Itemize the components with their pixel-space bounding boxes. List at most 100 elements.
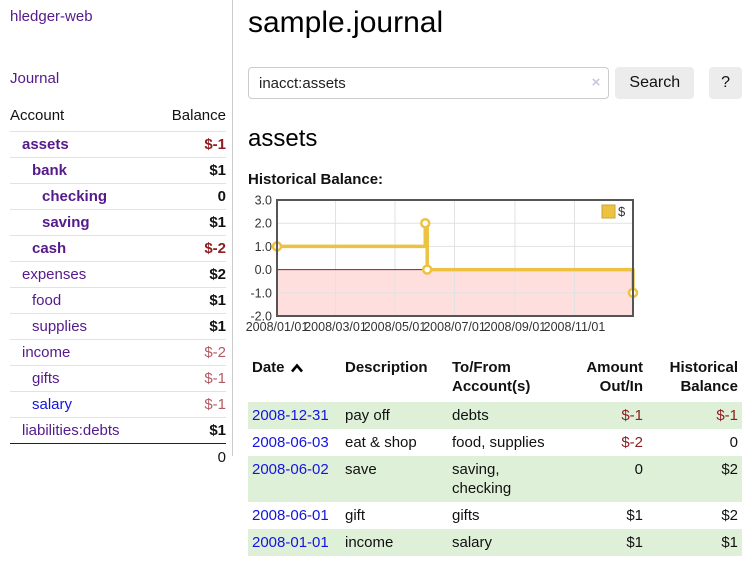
y-axis-tick-label: 3.0	[255, 194, 272, 208]
account-row: supplies $1	[10, 313, 226, 339]
search-button[interactable]: Search	[615, 67, 695, 99]
date-column-header[interactable]: Date	[248, 356, 345, 402]
app-brand-link[interactable]: hledger-web	[10, 8, 93, 25]
transaction-accounts: debts	[452, 402, 569, 429]
legend-label: $	[618, 204, 626, 219]
transaction-date-text[interactable]: 2008-06-02	[252, 461, 329, 478]
sidebar-item-journal[interactable]: Journal	[10, 70, 60, 87]
accounts-total-row: 0	[10, 443, 226, 471]
account-balance: $-1	[204, 370, 226, 387]
account-link[interactable]: assets	[22, 136, 69, 153]
account-link[interactable]: food	[32, 292, 62, 309]
account-link[interactable]: gifts	[32, 370, 60, 387]
y-axis-tick-label: 1.0	[255, 240, 272, 254]
transaction-date[interactable]: 2008-06-03	[248, 429, 345, 456]
transaction-amount-text: $1	[626, 507, 643, 524]
transaction-balance-text: $1	[721, 534, 738, 551]
transaction-balance: $1	[647, 529, 742, 556]
account-link[interactable]: saving	[42, 214, 90, 231]
transaction-accounts-text: gifts	[452, 507, 480, 524]
transaction-balance-text: $2	[721, 507, 738, 524]
accounts-table: Account Balance assets $-1 bank $1 checking 0…	[10, 104, 226, 471]
chart-border	[276, 199, 634, 317]
accounts-total-value: 0	[217, 449, 226, 466]
transaction-accounts: gifts	[452, 502, 569, 529]
transaction-description: save	[345, 456, 452, 502]
transaction-date-text[interactable]: 2008-06-01	[252, 507, 329, 524]
account-balance: $1	[209, 318, 226, 335]
account-balance: $1	[209, 214, 226, 231]
account-link[interactable]: checking	[42, 188, 108, 205]
account-balance: $1	[209, 162, 226, 179]
transaction-accounts: saving, checking	[452, 456, 569, 502]
transaction-description-text: income	[345, 534, 394, 551]
chart-point-marker[interactable]	[420, 217, 431, 229]
search-input[interactable]	[248, 67, 610, 99]
account-link[interactable]: income	[22, 344, 71, 361]
account-row: salary $-1	[10, 391, 226, 417]
transaction-balance: $2	[647, 502, 742, 529]
account-link[interactable]: cash	[32, 240, 67, 257]
transaction-description: eat & shop	[345, 429, 452, 456]
transaction-accounts-text: debts	[452, 407, 489, 424]
historical-balance-chart: 3.0 2.0 1.0 0.0 -1.0 -2.02008/01/012008/03/01…	[246, 194, 639, 334]
account-row: bank $1	[10, 157, 226, 183]
transaction-amount-text: $-1	[621, 407, 643, 424]
transaction-balance: $2	[647, 456, 742, 502]
account-column-header: To/From Account(s)	[452, 359, 531, 395]
help-button[interactable]: ?	[709, 67, 742, 99]
transaction-date-text[interactable]: 2008-01-01	[252, 534, 329, 551]
balance-column-header: Balance	[171, 107, 226, 124]
search-bar: × Search ?	[248, 67, 742, 99]
transaction-row: 2008-12-31 pay off debts $-1 $-1	[248, 402, 742, 429]
transaction-amount: $1	[569, 502, 647, 529]
transaction-amount-text: 0	[634, 461, 643, 478]
search-input-wrap: ×	[248, 67, 610, 99]
register-table-header-row: Date Description To/From Account(s) Amou…	[248, 356, 742, 402]
transaction-description-text: pay off	[345, 407, 390, 424]
y-axis-tick-label: 2.0	[255, 217, 272, 231]
account-link[interactable]: bank	[32, 162, 68, 179]
transaction-amount: 0	[569, 456, 647, 502]
register-table: Date Description To/From Account(s) Amou…	[248, 356, 742, 556]
account-balance: $-2	[204, 344, 226, 361]
transaction-date[interactable]: 2008-06-01	[248, 502, 345, 529]
account-balance: 0	[217, 188, 226, 205]
transaction-amount: $-1	[569, 402, 647, 429]
transaction-accounts: food, supplies	[452, 429, 569, 456]
transaction-date-text[interactable]: 2008-06-03	[252, 434, 329, 451]
account-heading: assets	[248, 125, 318, 152]
account-row: liabilities:debts $1	[10, 417, 226, 443]
transaction-balance-text: 0	[729, 434, 738, 451]
accounts-table-header: Account Balance	[10, 104, 226, 131]
account-link[interactable]: liabilities:debts	[22, 422, 120, 439]
transaction-description-text: save	[345, 461, 377, 478]
x-axis-tick-label: 2008/11/01	[544, 320, 606, 334]
transaction-amount: $-2	[569, 429, 647, 456]
account-column-header: Account	[10, 107, 65, 124]
transaction-date-text[interactable]: 2008-12-31	[252, 407, 329, 424]
account-balance: $-1	[204, 136, 226, 153]
transaction-date[interactable]: 2008-06-02	[248, 456, 345, 502]
account-balance: $-2	[204, 240, 226, 257]
description-column-header: Description	[345, 359, 428, 376]
main-content: sample.journal × Search ? assets Histori…	[246, 0, 742, 556]
transaction-date[interactable]: 2008-01-01	[248, 529, 345, 556]
transaction-row: 2008-01-01 income salary $1 $1	[248, 529, 742, 556]
account-balance: $-1	[204, 396, 226, 413]
page-title: sample.journal	[248, 6, 444, 39]
account-balance: $1	[209, 422, 226, 439]
account-link[interactable]: supplies	[32, 318, 88, 335]
account-link[interactable]: salary	[32, 396, 73, 413]
transaction-description: pay off	[345, 402, 452, 429]
transaction-date[interactable]: 2008-12-31	[248, 402, 345, 429]
x-axis-tick-label: 2008/01/01	[246, 320, 309, 334]
transaction-description: income	[345, 529, 452, 556]
chart-point-marker[interactable]	[421, 264, 433, 275]
clear-search-icon[interactable]: ×	[591, 74, 601, 91]
transaction-balance-text: $-1	[716, 407, 738, 424]
sidebar: hledger-web Journal Account Balance asse…	[0, 0, 233, 466]
chart-title: Historical Balance:	[248, 171, 384, 188]
transaction-amount-text: $1	[626, 534, 643, 551]
account-link[interactable]: expenses	[22, 266, 87, 283]
